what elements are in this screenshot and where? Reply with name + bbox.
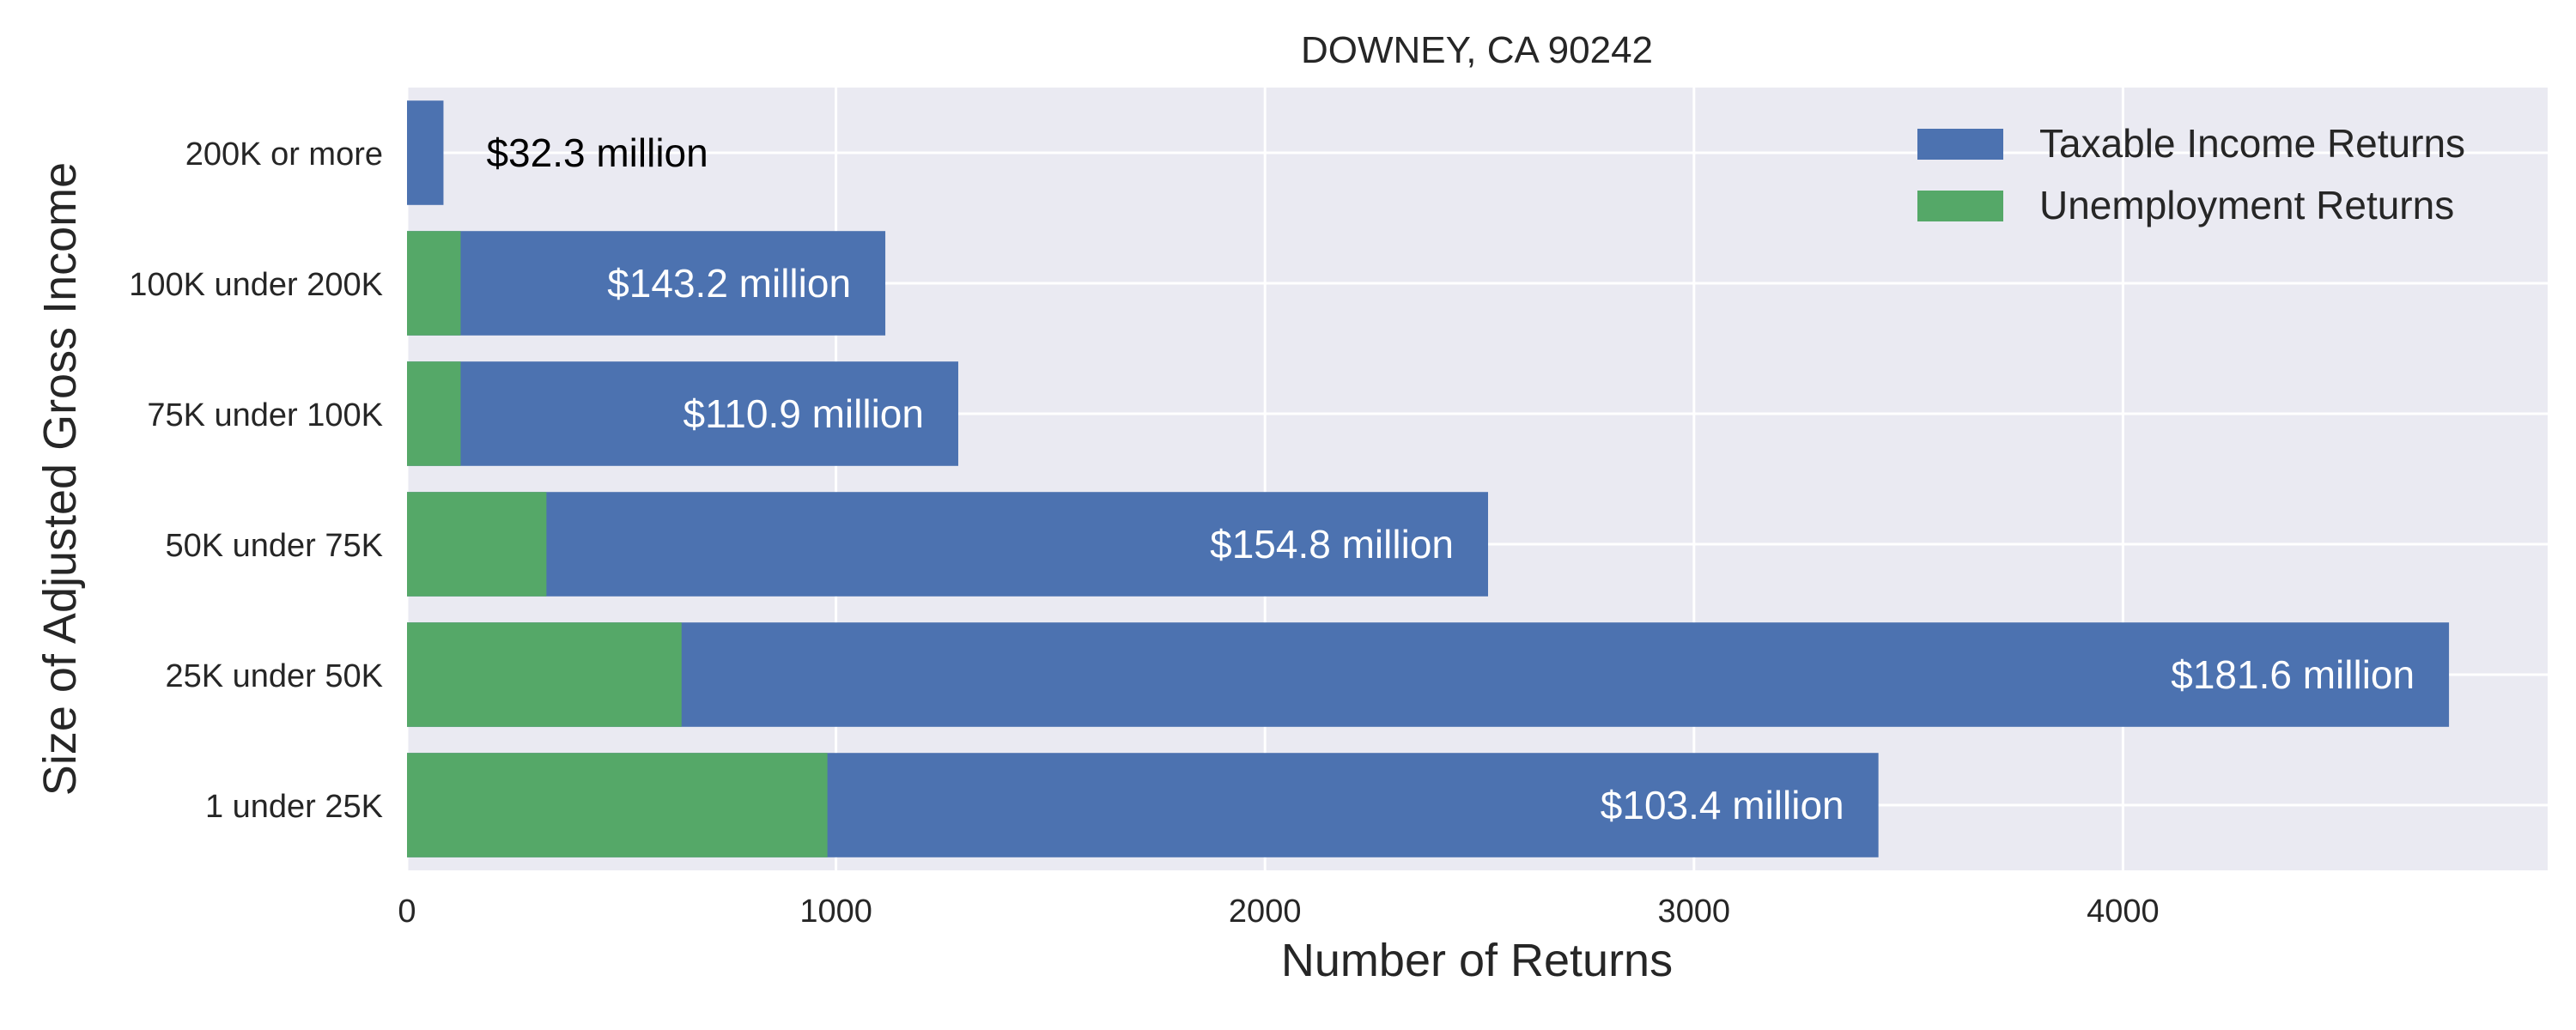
plot-background (407, 88, 2548, 870)
bar-unemployment (407, 492, 547, 597)
bars (407, 100, 2450, 857)
bar-unemployment (407, 361, 461, 466)
legend-label-unemployment: Unemployment Returns (2039, 183, 2454, 227)
x-tick-label: 2000 (1229, 894, 1302, 930)
bar-taxable-income (407, 492, 1488, 597)
bar-unemployment (407, 753, 828, 857)
y-axis-label: Size of Adjusted Gross Income (34, 162, 86, 796)
y-tick-label: 100K under 200K (129, 267, 383, 303)
bar-taxable-income (407, 622, 2450, 727)
bar-taxable-income (407, 361, 958, 466)
x-tick-label: 3000 (1658, 894, 1731, 930)
bar-taxable-income (407, 100, 444, 205)
bar-value-label: $32.3 million (486, 130, 708, 175)
bar-value-label: $110.9 million (683, 391, 924, 436)
x-axis-label: Number of Returns (1281, 935, 1673, 986)
y-tick-label: 25K under 50K (165, 658, 383, 694)
x-tick-label: 0 (398, 894, 416, 930)
bar-value-label: $143.2 million (607, 261, 851, 306)
bar-labels: $103.4 million $181.6 million $154.8 milli… (486, 130, 2415, 827)
y-tick-label: 200K or more (185, 136, 383, 173)
bar-unemployment (407, 622, 682, 727)
bar-unemployment (407, 231, 461, 336)
legend-label-taxable: Taxable Income Returns (2039, 121, 2465, 166)
bar-value-label: $154.8 million (1210, 522, 1454, 566)
y-tick-label: 50K under 75K (165, 528, 383, 564)
legend-swatch-taxable (1917, 129, 2003, 160)
bar-value-label: $181.6 million (2171, 652, 2415, 697)
bar-value-label: $103.4 million (1601, 783, 1844, 827)
y-tick-label: 75K under 100K (147, 397, 383, 433)
chart-title: DOWNEY, CA 90242 (1301, 29, 1653, 71)
legend: Taxable Income Returns Unemployment Retu… (1917, 121, 2465, 227)
bar-taxable-income (407, 231, 886, 336)
legend-swatch-unemployment (1917, 191, 2003, 221)
y-tick-label: 1 under 25K (205, 789, 383, 825)
axis-ticks: 1 under 25K 25K under 50K 50K under 75K 75K… (129, 136, 2159, 930)
x-tick-label: 1000 (799, 894, 872, 930)
x-tick-label: 4000 (2087, 894, 2160, 930)
